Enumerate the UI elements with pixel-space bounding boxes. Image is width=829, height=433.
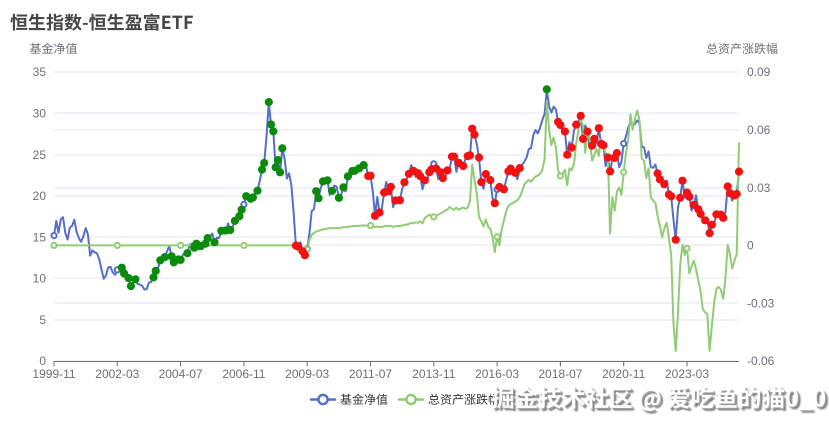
svg-text:-0.03: -0.03	[747, 296, 775, 310]
svg-text:35: 35	[33, 65, 47, 79]
svg-text:0.09: 0.09	[747, 65, 771, 79]
svg-text:10: 10	[33, 272, 47, 286]
svg-text:2006-11: 2006-11	[222, 367, 265, 381]
svg-text:-0.06: -0.06	[747, 354, 775, 368]
svg-text:1999-11: 1999-11	[32, 367, 75, 381]
svg-text:5: 5	[39, 313, 46, 327]
svg-text:15: 15	[33, 230, 47, 244]
svg-text:0.03: 0.03	[747, 181, 771, 195]
svg-text:2016-03: 2016-03	[475, 367, 519, 381]
svg-text:2018-07: 2018-07	[538, 367, 582, 381]
svg-text:2020-11: 2020-11	[602, 367, 645, 381]
svg-text:2011-07: 2011-07	[349, 367, 392, 381]
svg-text:25: 25	[33, 148, 47, 162]
svg-text:2002-03: 2002-03	[95, 367, 139, 381]
svg-text:0: 0	[747, 239, 754, 253]
svg-text:2023-03: 2023-03	[665, 367, 709, 381]
svg-text:0: 0	[39, 354, 46, 368]
svg-text:20: 20	[33, 189, 47, 203]
svg-text:2009-03: 2009-03	[285, 367, 329, 381]
svg-text:30: 30	[33, 107, 47, 121]
svg-text:2004-07: 2004-07	[159, 367, 203, 381]
svg-text:0.06: 0.06	[747, 123, 771, 137]
svg-text:2013-11: 2013-11	[412, 367, 455, 381]
